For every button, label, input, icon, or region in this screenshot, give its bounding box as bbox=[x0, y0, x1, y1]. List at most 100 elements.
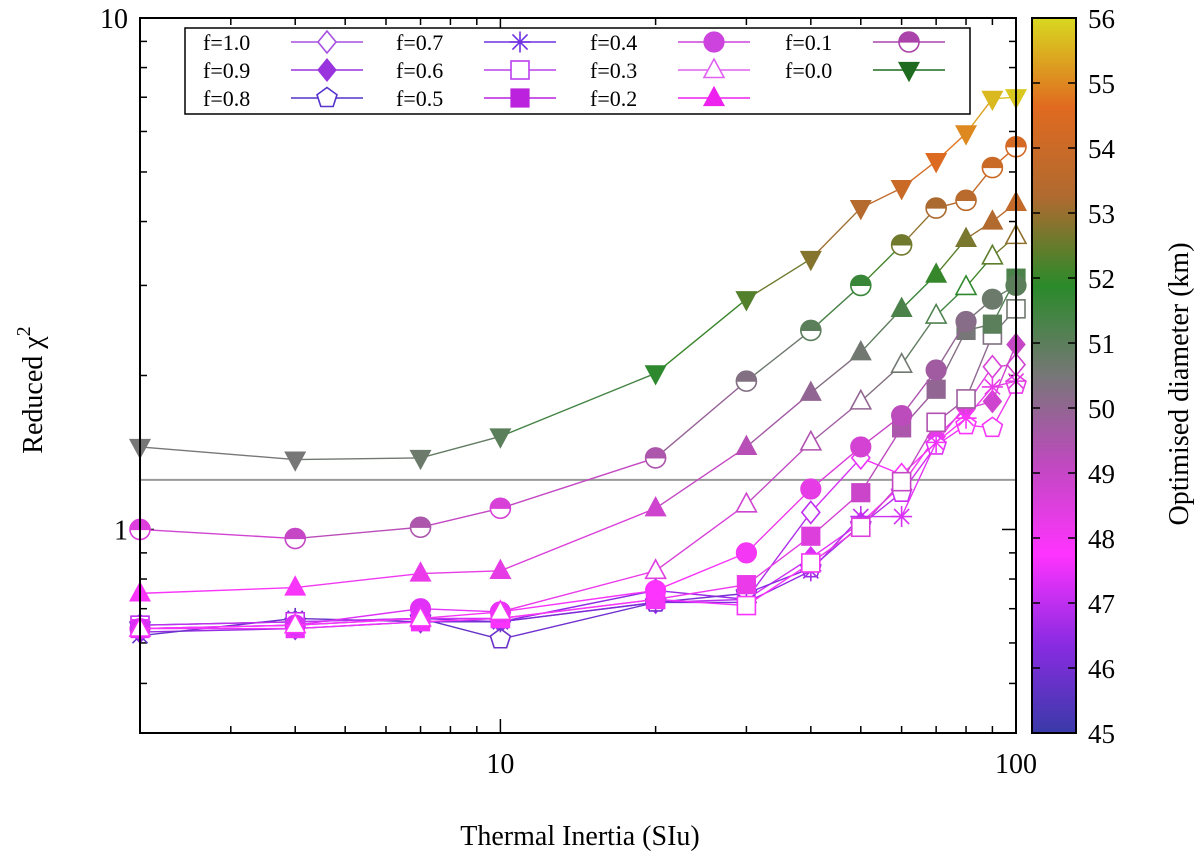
data-series bbox=[128, 89, 1028, 649]
data-point bbox=[849, 388, 873, 410]
series-line-segment bbox=[655, 552, 747, 592]
data-point bbox=[735, 434, 758, 456]
data-point bbox=[926, 379, 946, 399]
data-point bbox=[735, 370, 758, 392]
legend: f=1.0 f=0.9 f=0.8 f=0.7 f=0.6 f=0.5 f=0.4 f=0.3… bbox=[184, 27, 971, 115]
data-point bbox=[981, 156, 1004, 179]
data-point bbox=[955, 189, 977, 212]
data-point bbox=[955, 407, 977, 429]
series-line-segment bbox=[746, 258, 812, 300]
legend-item: f=0.1 bbox=[785, 30, 945, 55]
data-point bbox=[284, 451, 307, 472]
legend-marker bbox=[898, 31, 920, 53]
x-axis-label: Thermal Inertia (SIu) bbox=[460, 821, 699, 852]
data-point bbox=[849, 274, 872, 297]
data-point bbox=[982, 389, 1003, 414]
legend-item: f=0.2 bbox=[590, 85, 750, 111]
series-line-segment bbox=[746, 562, 812, 607]
data-point bbox=[981, 209, 1004, 230]
series-line-segment bbox=[745, 511, 812, 600]
x-tick-label: 10 bbox=[486, 749, 514, 780]
series-line-segment bbox=[746, 570, 812, 604]
series-line-segment bbox=[295, 608, 421, 626]
data-point bbox=[284, 527, 307, 550]
y-axis-label: Reduced χ2 bbox=[13, 326, 49, 453]
series-line-segment bbox=[139, 586, 296, 595]
legend-marker bbox=[510, 60, 530, 80]
legend-label: f=0.1 bbox=[785, 30, 832, 55]
data-point bbox=[849, 199, 872, 221]
series-line-segment bbox=[901, 421, 937, 483]
data-point bbox=[981, 416, 1004, 438]
data-point bbox=[925, 431, 947, 453]
series-line-segment bbox=[500, 457, 656, 509]
series-f-09 bbox=[130, 332, 1026, 645]
data-point bbox=[955, 125, 978, 146]
data-point bbox=[735, 291, 758, 312]
series-line-segment bbox=[810, 446, 862, 490]
series-line-segment bbox=[295, 621, 421, 630]
series-f-01 bbox=[129, 135, 1027, 550]
colorbar-tick-label: 50 bbox=[1088, 394, 1115, 424]
series-line-segment bbox=[139, 446, 296, 461]
series-line-segment bbox=[745, 488, 812, 554]
data-point bbox=[284, 575, 307, 596]
series-line-segment bbox=[655, 503, 747, 572]
legend-item: f=0.5 bbox=[396, 86, 556, 111]
legend-marker bbox=[510, 88, 530, 108]
series-line-segment bbox=[810, 284, 862, 331]
data-point bbox=[801, 526, 821, 546]
plot-frame bbox=[139, 17, 1017, 734]
series-line-segment bbox=[500, 372, 656, 438]
series-f-06 bbox=[130, 299, 1026, 635]
series-f-02 bbox=[128, 190, 1028, 602]
colorbar-tick-label: 56 bbox=[1088, 4, 1115, 34]
legend-marker bbox=[702, 85, 726, 107]
legend-label: f=0.5 bbox=[396, 86, 443, 111]
series-line-segment bbox=[420, 617, 501, 623]
legend-box bbox=[184, 27, 971, 115]
series-line-segment bbox=[900, 442, 937, 517]
series-line-segment bbox=[139, 624, 296, 630]
series-f-03 bbox=[128, 223, 1028, 637]
data-point bbox=[489, 428, 512, 449]
series-line-segment bbox=[745, 392, 812, 448]
series-line-segment bbox=[295, 457, 421, 461]
data-point bbox=[800, 319, 822, 342]
series-line-segment bbox=[500, 598, 656, 620]
plot-area: 10 100 1 10 bbox=[100, 4, 1037, 780]
data-point bbox=[799, 380, 822, 401]
colorbar-tick-label: 49 bbox=[1088, 459, 1115, 489]
series-line-segment bbox=[500, 601, 656, 640]
y-tick-label: 10 bbox=[100, 4, 128, 35]
data-point bbox=[955, 310, 977, 333]
legend-marker bbox=[317, 58, 337, 82]
series-line-segment bbox=[420, 607, 501, 613]
series-line-segment bbox=[935, 330, 967, 390]
colorbar-tick-label: 45 bbox=[1088, 719, 1115, 749]
data-point bbox=[644, 365, 667, 386]
data-point bbox=[736, 595, 757, 616]
data-point bbox=[891, 404, 913, 427]
legend-item: f=0.6 bbox=[396, 58, 556, 83]
legend-item: f=1.0 bbox=[203, 29, 363, 55]
data-point bbox=[850, 436, 872, 458]
data-point bbox=[926, 412, 946, 433]
data-point bbox=[799, 429, 823, 451]
colorbar-tick-label: 47 bbox=[1088, 589, 1115, 619]
legend-label: f=1.0 bbox=[203, 30, 250, 55]
legend-item: f=0.4 bbox=[590, 30, 750, 55]
series-line-segment bbox=[139, 621, 296, 626]
data-point bbox=[891, 471, 912, 492]
colorbar: 45 46 47 48 49 50 51 52 53 54 55 56 bbox=[1031, 4, 1116, 749]
data-point bbox=[981, 243, 1004, 265]
data-point bbox=[925, 153, 948, 174]
legend-label: f=0.7 bbox=[396, 30, 443, 55]
legend-item: f=0.9 bbox=[203, 58, 363, 83]
series-line-segment bbox=[810, 457, 862, 513]
colorbar-tick-label: 53 bbox=[1088, 199, 1115, 229]
series-line-segment bbox=[139, 528, 296, 540]
data-point bbox=[409, 516, 432, 539]
data-point bbox=[489, 627, 512, 649]
